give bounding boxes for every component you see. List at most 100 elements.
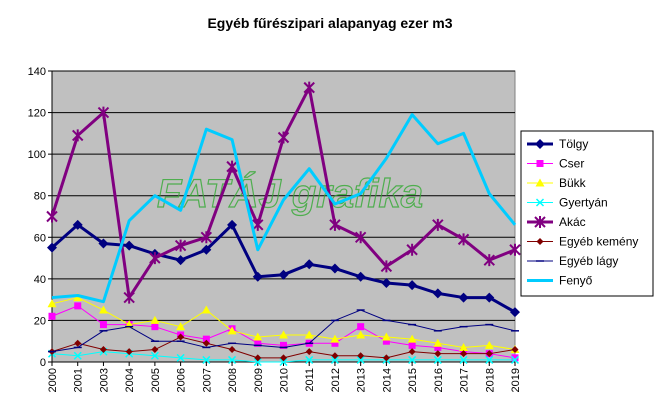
legend-label: Akác: [559, 215, 586, 229]
x-tick-label: 2017: [459, 368, 471, 392]
series-3-point: [202, 355, 211, 364]
legend-item: Bükk: [527, 176, 587, 190]
y-tick-label: 140: [28, 66, 46, 78]
legend-box: [520, 130, 654, 297]
series-4-point: [149, 252, 161, 265]
series-1-point: [331, 339, 339, 347]
series-4-point: [277, 131, 290, 144]
series-1-point: [408, 341, 416, 349]
series-3-point: [510, 355, 520, 364]
legend-label: Gyertyán: [559, 196, 608, 210]
y-tick-label: 40: [34, 274, 46, 286]
legend-label: Tölgy: [559, 137, 588, 151]
y-tick-label: 100: [28, 149, 46, 161]
series-2-point: [47, 299, 57, 308]
series-0-point: [381, 278, 392, 289]
series-5-point: [177, 333, 185, 341]
x-tick-label: 2016: [433, 368, 445, 392]
legend-item: Egyéb kemény: [527, 235, 638, 249]
series-3-point: [176, 353, 185, 362]
series-3-point: [228, 355, 237, 364]
series-4-point: [509, 243, 521, 256]
series-1-point: [511, 354, 519, 362]
series-4-point: [303, 81, 315, 94]
series-3-point: [433, 355, 442, 364]
legend-item: Tölgy: [527, 137, 588, 151]
series-0-point: [432, 288, 443, 299]
series-4-point: [123, 291, 135, 304]
series-2-point: [227, 326, 237, 335]
x-tick-label: 2012: [330, 368, 342, 392]
series-5-point: [151, 346, 159, 354]
plot-background: [51, 70, 516, 363]
series-0-point: [484, 292, 495, 303]
series-0-point: [227, 219, 238, 230]
x-tick-label: 2005: [150, 368, 162, 392]
series-5-point: [460, 350, 468, 358]
series-5-point: [74, 339, 82, 347]
series-4-point: [380, 260, 393, 273]
series-1-point: [202, 335, 210, 343]
legend-label: Egyéb kemény: [559, 235, 638, 249]
legend-item: Fenyő: [527, 274, 593, 288]
series-2-point: [201, 305, 211, 314]
series-1-point: [280, 341, 287, 349]
x-tick-label: 2014: [381, 368, 393, 392]
legend: Tölgy Cser Bükk Gyertyán Akác Egyéb kemény Egy…: [520, 130, 654, 297]
series-3-point: [279, 357, 288, 367]
series-0-point: [201, 244, 212, 255]
y-tick-label: 120: [28, 108, 46, 120]
legend-label: Egyéb lágy: [559, 254, 618, 268]
series-1-point: [434, 343, 442, 351]
series-0-point: [329, 263, 340, 274]
legend-marker: [535, 178, 545, 187]
x-tick-label: 2019: [510, 368, 522, 392]
series-1-point: [48, 312, 56, 320]
legend-marker: [535, 198, 545, 207]
x-tick-label: 2003: [98, 368, 110, 392]
series-5-point: [331, 352, 339, 360]
series-5-point: [357, 352, 365, 360]
series-2-point: [176, 322, 186, 331]
series-2-point: [330, 334, 340, 343]
series-5-point: [125, 348, 133, 356]
series-4: [46, 81, 521, 304]
series-4-point: [432, 218, 444, 231]
legend-item: Cser: [527, 157, 584, 171]
series-2-point: [433, 338, 443, 347]
series-2-point: [407, 334, 417, 343]
series-6: [48, 309, 519, 353]
series-0-point: [252, 271, 263, 282]
legend-item: Akác: [527, 215, 586, 229]
chart-title: Egyéb fűrészipari alapanyag ezer m3: [207, 15, 452, 31]
y-tick-label: 20: [34, 315, 46, 327]
series-4-point: [46, 210, 58, 223]
x-tick-label: 2015: [407, 368, 419, 392]
legend-marker: [536, 238, 544, 245]
series-0: [47, 219, 520, 318]
series-5-point: [280, 354, 287, 362]
series-0-point: [355, 271, 366, 282]
x-tick-label: 2008: [227, 368, 239, 392]
x-tick-label: 2004: [124, 368, 136, 392]
series-3-point: [330, 355, 339, 364]
series-5-point: [434, 350, 442, 358]
series-0-point: [458, 292, 469, 303]
series-4-point: [329, 218, 341, 231]
series-2-point: [459, 342, 469, 351]
series-4-point: [406, 243, 418, 256]
series-4-point: [174, 239, 187, 252]
series-4-point: [483, 254, 495, 267]
series-3-point: [73, 351, 82, 360]
plot-area: 0 20 40 60 80 100 120 140 2000 2001 2003 2004 2005 20…: [28, 66, 522, 392]
series-4-point: [72, 129, 84, 142]
series-3-point: [305, 355, 314, 364]
series-4-point: [252, 218, 264, 231]
legend-label: Cser: [559, 157, 584, 171]
legend-label: Fenyő: [559, 274, 593, 288]
y-tick-label: 80: [34, 191, 46, 203]
x-tick-label: 2000: [47, 368, 59, 392]
x-tick-label: 2011: [304, 368, 316, 392]
legend-marker: [534, 216, 546, 228]
